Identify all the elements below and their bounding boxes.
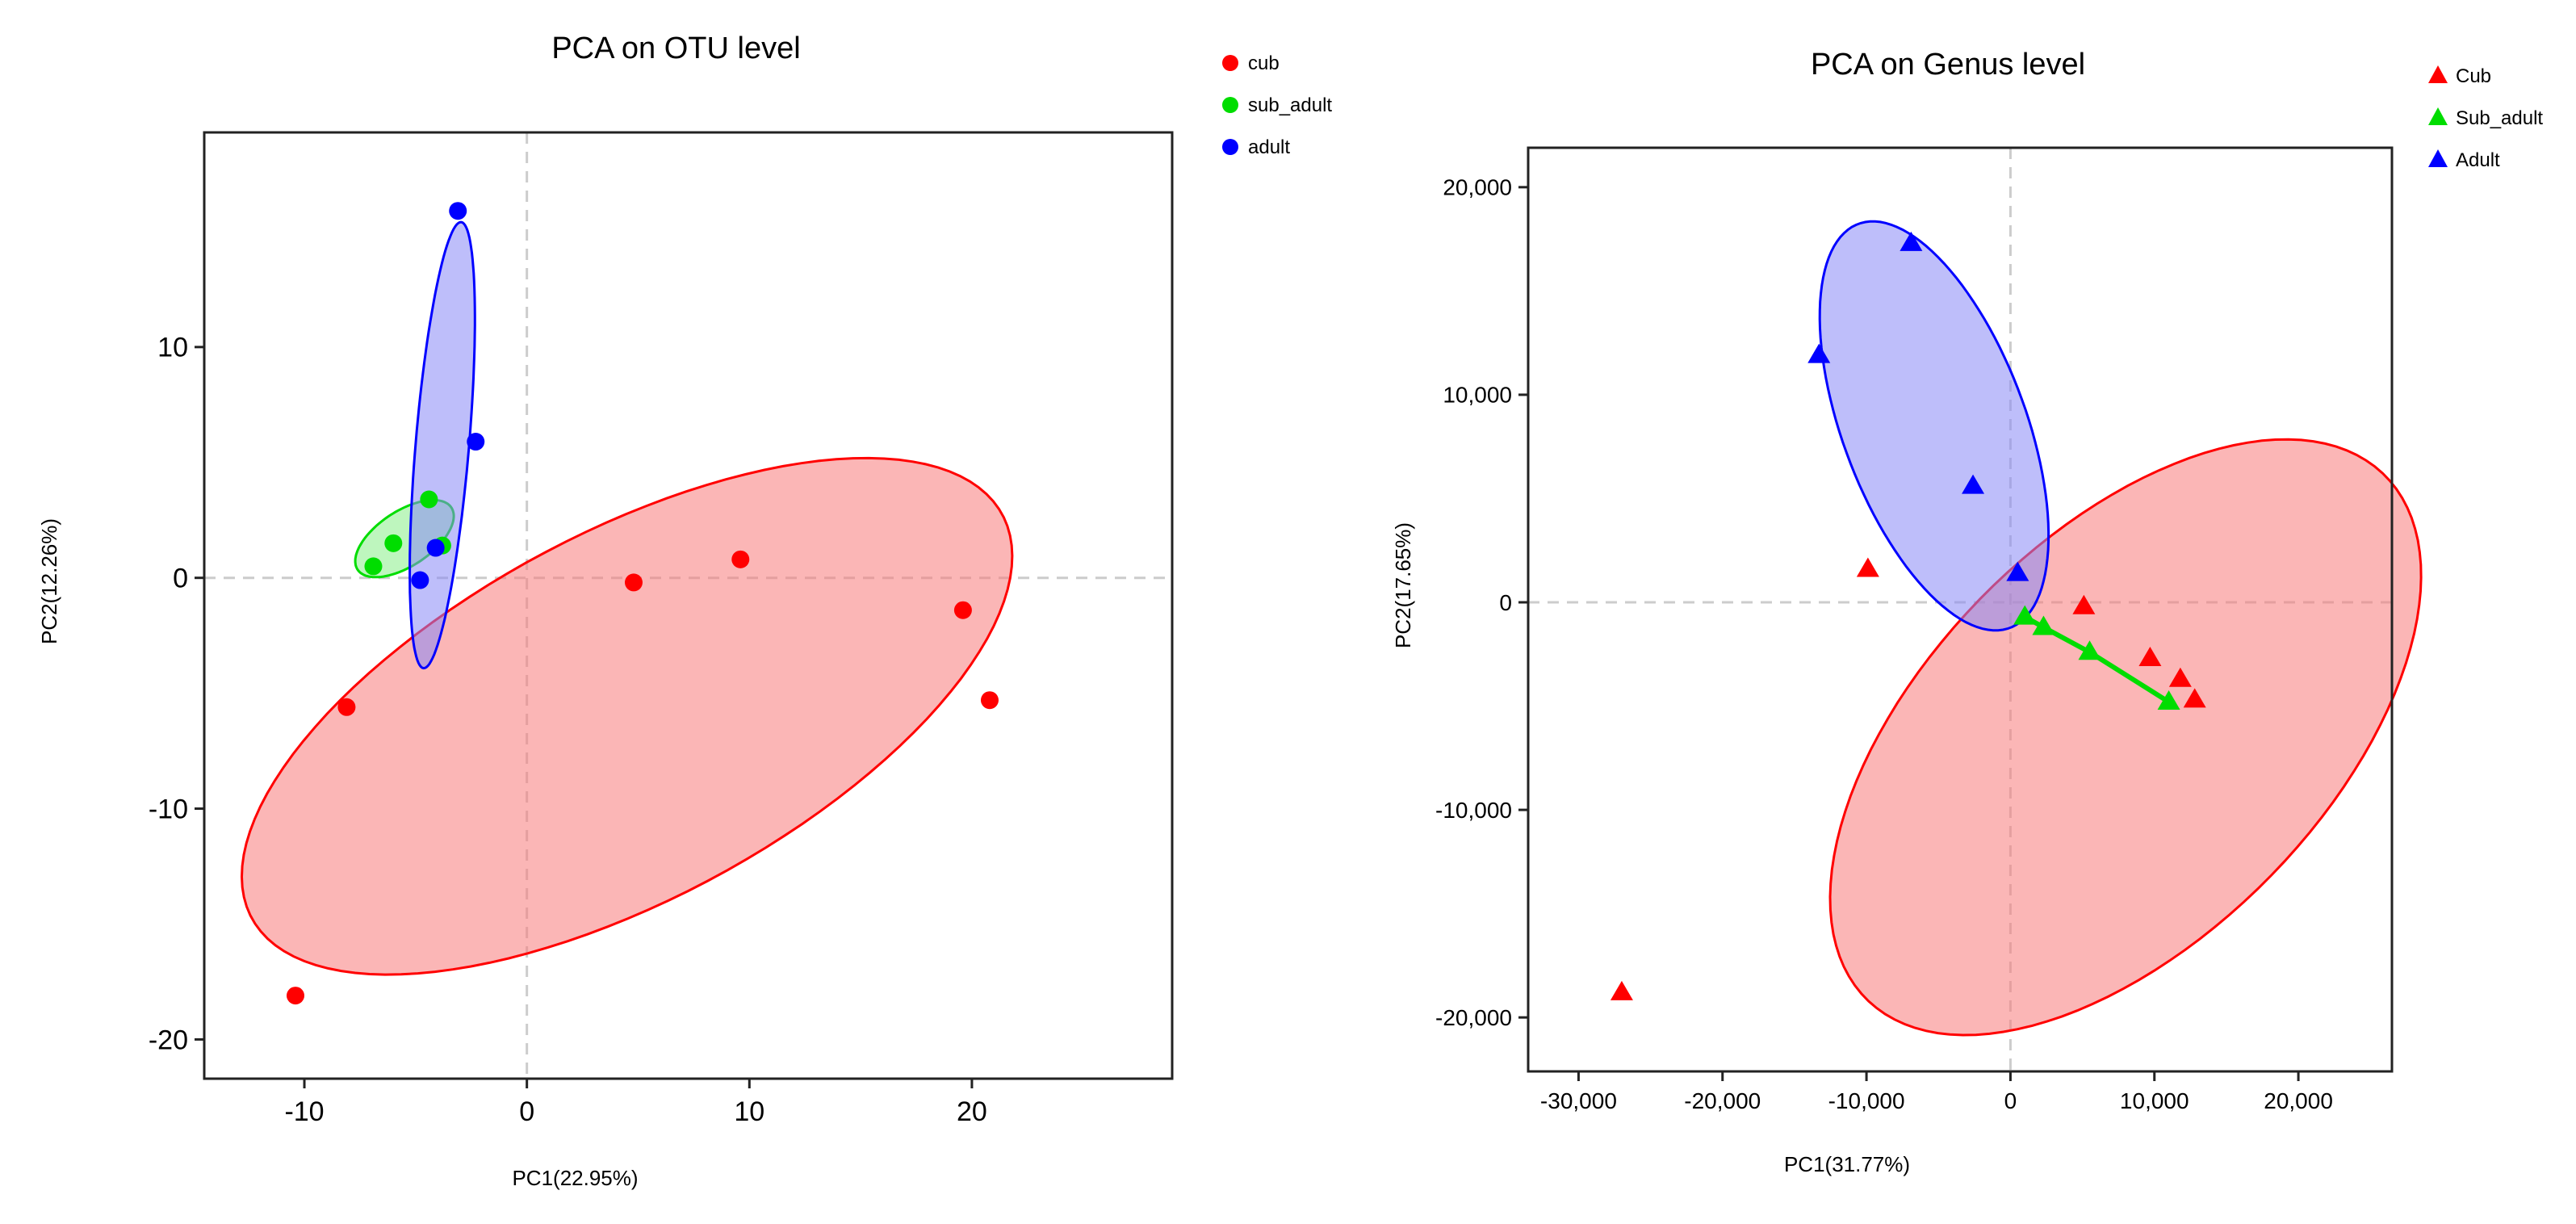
legend-label-adult: adult <box>1248 136 1290 158</box>
y-tick-label: 10,000 <box>1443 383 1512 408</box>
x-tick-label: 0 <box>2004 1088 2017 1113</box>
legend-marker-sub_adult <box>2428 107 2448 125</box>
y-axis-label: PC2(12.26%) <box>37 518 61 644</box>
point-cub <box>1610 980 1633 1000</box>
point-cub <box>337 698 356 716</box>
legend-marker-cub <box>2428 65 2448 83</box>
ellipse-cub <box>1828 438 2423 1037</box>
legend-marker-adult <box>2428 149 2448 167</box>
legend-marker-cub <box>1222 55 1238 71</box>
point-sub_adult <box>2078 640 2101 660</box>
y-tick-label: -20 <box>149 1025 188 1055</box>
point-cub <box>980 691 999 710</box>
point-cub <box>731 550 750 568</box>
point-adult <box>426 539 445 557</box>
x-tick-label: -30,000 <box>1540 1088 1617 1113</box>
y-tick-label: 0 <box>1499 590 1512 615</box>
point-cub <box>624 573 643 592</box>
point-sub_adult <box>2013 605 2037 625</box>
legend-marker-sub_adult <box>1222 97 1238 113</box>
plot-frame <box>203 131 1174 1080</box>
y-tick-label: 20,000 <box>1443 175 1512 200</box>
x-tick-label: 10,000 <box>2120 1088 2189 1113</box>
ellipse-adult <box>408 220 476 670</box>
x-tick-label: -10 <box>284 1096 324 1127</box>
x-tick-label: 20 <box>957 1096 987 1127</box>
y-tick-label: -20,000 <box>1435 1005 1512 1030</box>
legend-label-sub_adult: sub_adult <box>1248 94 1332 116</box>
point-sub_adult <box>384 534 403 552</box>
point-cub <box>2168 667 2192 687</box>
x-tick-label: 0 <box>519 1096 534 1127</box>
point-adult <box>1962 474 1985 494</box>
x-tick-label: -10,000 <box>1828 1088 1905 1113</box>
x-tick-label: 20,000 <box>2264 1088 2333 1113</box>
plot-frame <box>1527 146 2394 1073</box>
legend-label-cub: cub <box>1248 52 1280 74</box>
x-axis-label: PC1(22.95%) <box>512 1166 638 1190</box>
chart-2: -30,000 -20,000 -10,000 0 10,000 20,000 -20,00… <box>1391 48 2543 1176</box>
x-axis-label: PC1(31.77%) <box>1784 1152 1910 1176</box>
chart-title: PCA on OTU level <box>551 31 800 65</box>
point-cub <box>287 987 305 1005</box>
point-cub <box>1856 557 1879 577</box>
chart-1: -10 0 10 20 -20 -10 0 10 PCA on OTU level PC1(22.… <box>37 31 1332 1190</box>
point-cub <box>953 601 972 619</box>
legend-label-adult: Adult <box>2456 149 2500 171</box>
x-tick-label: 10 <box>734 1096 764 1127</box>
point-adult <box>1807 343 1831 363</box>
ellipse-adult <box>1818 220 2050 632</box>
y-axis-label: PC2(17.65%) <box>1391 522 1415 648</box>
y-tick-label: -10 <box>149 794 188 824</box>
chart-title: PCA on Genus level <box>1811 48 2085 82</box>
y-tick-label: 10 <box>157 333 188 363</box>
point-adult <box>449 202 467 220</box>
point-adult <box>467 433 485 451</box>
ellipse-cub <box>240 456 1014 976</box>
point-sub_adult <box>364 557 383 576</box>
point-cub <box>2183 688 2206 708</box>
point-cub <box>2072 594 2096 614</box>
point-adult <box>1900 231 1923 251</box>
y-tick-label: 0 <box>173 564 188 594</box>
legend-label-cub: Cub <box>2456 65 2491 87</box>
point-sub_adult <box>420 490 438 509</box>
point-adult <box>411 571 429 589</box>
legend-marker-adult <box>1222 139 1238 155</box>
x-tick-label: -20,000 <box>1684 1088 1761 1113</box>
point-sub_adult <box>2157 690 2180 710</box>
point-cub <box>2138 647 2162 667</box>
legend-label-sub_adult: Sub_adult <box>2456 107 2543 129</box>
y-tick-label: -10,000 <box>1435 798 1512 823</box>
point-sub_adult <box>2032 615 2055 635</box>
point-adult <box>2006 561 2029 581</box>
